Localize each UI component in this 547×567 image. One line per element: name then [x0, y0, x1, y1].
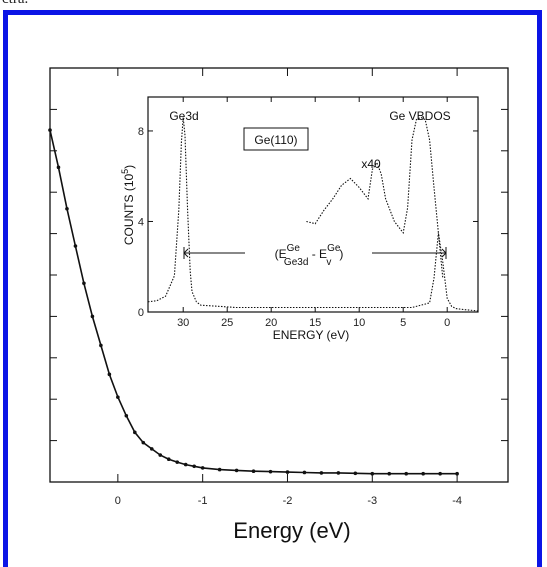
header-fragment: ctra. [2, 0, 28, 8]
inset-y-tick-label: 0 [138, 307, 144, 319]
main-data-point [455, 471, 459, 476]
sample-label-box [243, 127, 309, 151]
ge-vbdos-label: Ge VBDOS [389, 109, 450, 123]
inset-x-tick-labels: 30 25 20 15 10 5 0 [177, 317, 450, 329]
main-data-point [141, 440, 146, 445]
main-data-point [82, 281, 86, 286]
main-data-point [124, 413, 129, 418]
main-x-tick-label: 0 [115, 495, 121, 507]
main-data-point [268, 469, 273, 474]
main-data-point [200, 466, 205, 470]
main-data-point [387, 471, 392, 476]
main-data-point [166, 457, 171, 462]
main-data-point [90, 314, 95, 319]
inset-series [147, 116, 479, 312]
main-data-point [302, 470, 307, 475]
inset-y-tick-label: 8 [138, 126, 144, 138]
header-strip: ctra. [0, 0, 547, 12]
main-plot: 0 -1 -2 -3 -4 Energy (eV) [48, 67, 509, 543]
main-data-point [133, 430, 137, 435]
main-data-point [285, 470, 290, 474]
main-data-point [319, 471, 324, 475]
inset-x-tick-label: 15 [309, 317, 321, 329]
main-data-point [353, 471, 358, 476]
energy-difference-arrow [183, 247, 447, 259]
main-x-tick-label: -4 [452, 495, 462, 507]
main-axis-ticks [50, 68, 508, 482]
energy-difference-label: (EGe Ge3d - EGe v) [275, 243, 344, 268]
inset-x-tick-label: 20 [265, 317, 277, 329]
main-fit-line [49, 129, 458, 475]
main-data-point [192, 464, 196, 469]
main-data-point [234, 468, 239, 473]
main-data-point [183, 462, 188, 467]
inset-x-tick-label: 30 [177, 317, 189, 329]
inset-plot-frame [147, 96, 479, 313]
main-x-axis-label: Energy (eV) [233, 518, 350, 543]
main-x-tick-labels: 0 -1 -2 -3 -4 [115, 495, 462, 507]
main-data-point [336, 471, 341, 475]
inset-y-axis-label: COUNTS (105) [120, 165, 136, 245]
main-data-point [421, 471, 425, 476]
inset-plot: 30 25 20 15 10 5 0 0 4 8 ENERGY (eV) COUNTS (105… [120, 96, 479, 342]
sample-label: Ge(110) [254, 133, 297, 147]
main-data-point [158, 453, 163, 457]
main-data-point [404, 471, 409, 476]
inset-x40-line [306, 116, 444, 279]
main-data-point [107, 372, 112, 377]
main-data-point [65, 206, 69, 211]
main-data-point [438, 471, 442, 476]
inset-x-tick-label: 0 [444, 317, 450, 329]
inset-x-tick-label: 5 [400, 317, 406, 329]
main-curve [49, 129, 458, 475]
main-data-point [73, 244, 78, 248]
main-data-point [175, 460, 180, 464]
main-x-tick-label: -3 [367, 495, 377, 507]
main-data-point [149, 447, 154, 451]
inset-y-tick-labels: 0 4 8 [138, 126, 144, 319]
main-data-point [48, 128, 52, 132]
inset-x-tick-label: 25 [221, 317, 233, 329]
x40-label: x40 [361, 157, 381, 171]
ge3d-label: Ge3d [169, 109, 198, 123]
inset-x-axis-label: ENERGY (eV) [273, 328, 349, 342]
main-data-point [99, 343, 103, 348]
main-x-tick-label: -2 [283, 495, 293, 507]
main-data-point [56, 165, 61, 170]
main-data-point [251, 469, 256, 474]
main-data-point [217, 467, 222, 472]
inset-y-tick-label: 4 [138, 216, 144, 228]
main-data-points [48, 128, 459, 476]
main-data-point [370, 471, 375, 476]
main-x-tick-label: -1 [198, 495, 208, 507]
inset-x-tick-label: 10 [353, 317, 365, 329]
main-data-point [116, 395, 120, 399]
